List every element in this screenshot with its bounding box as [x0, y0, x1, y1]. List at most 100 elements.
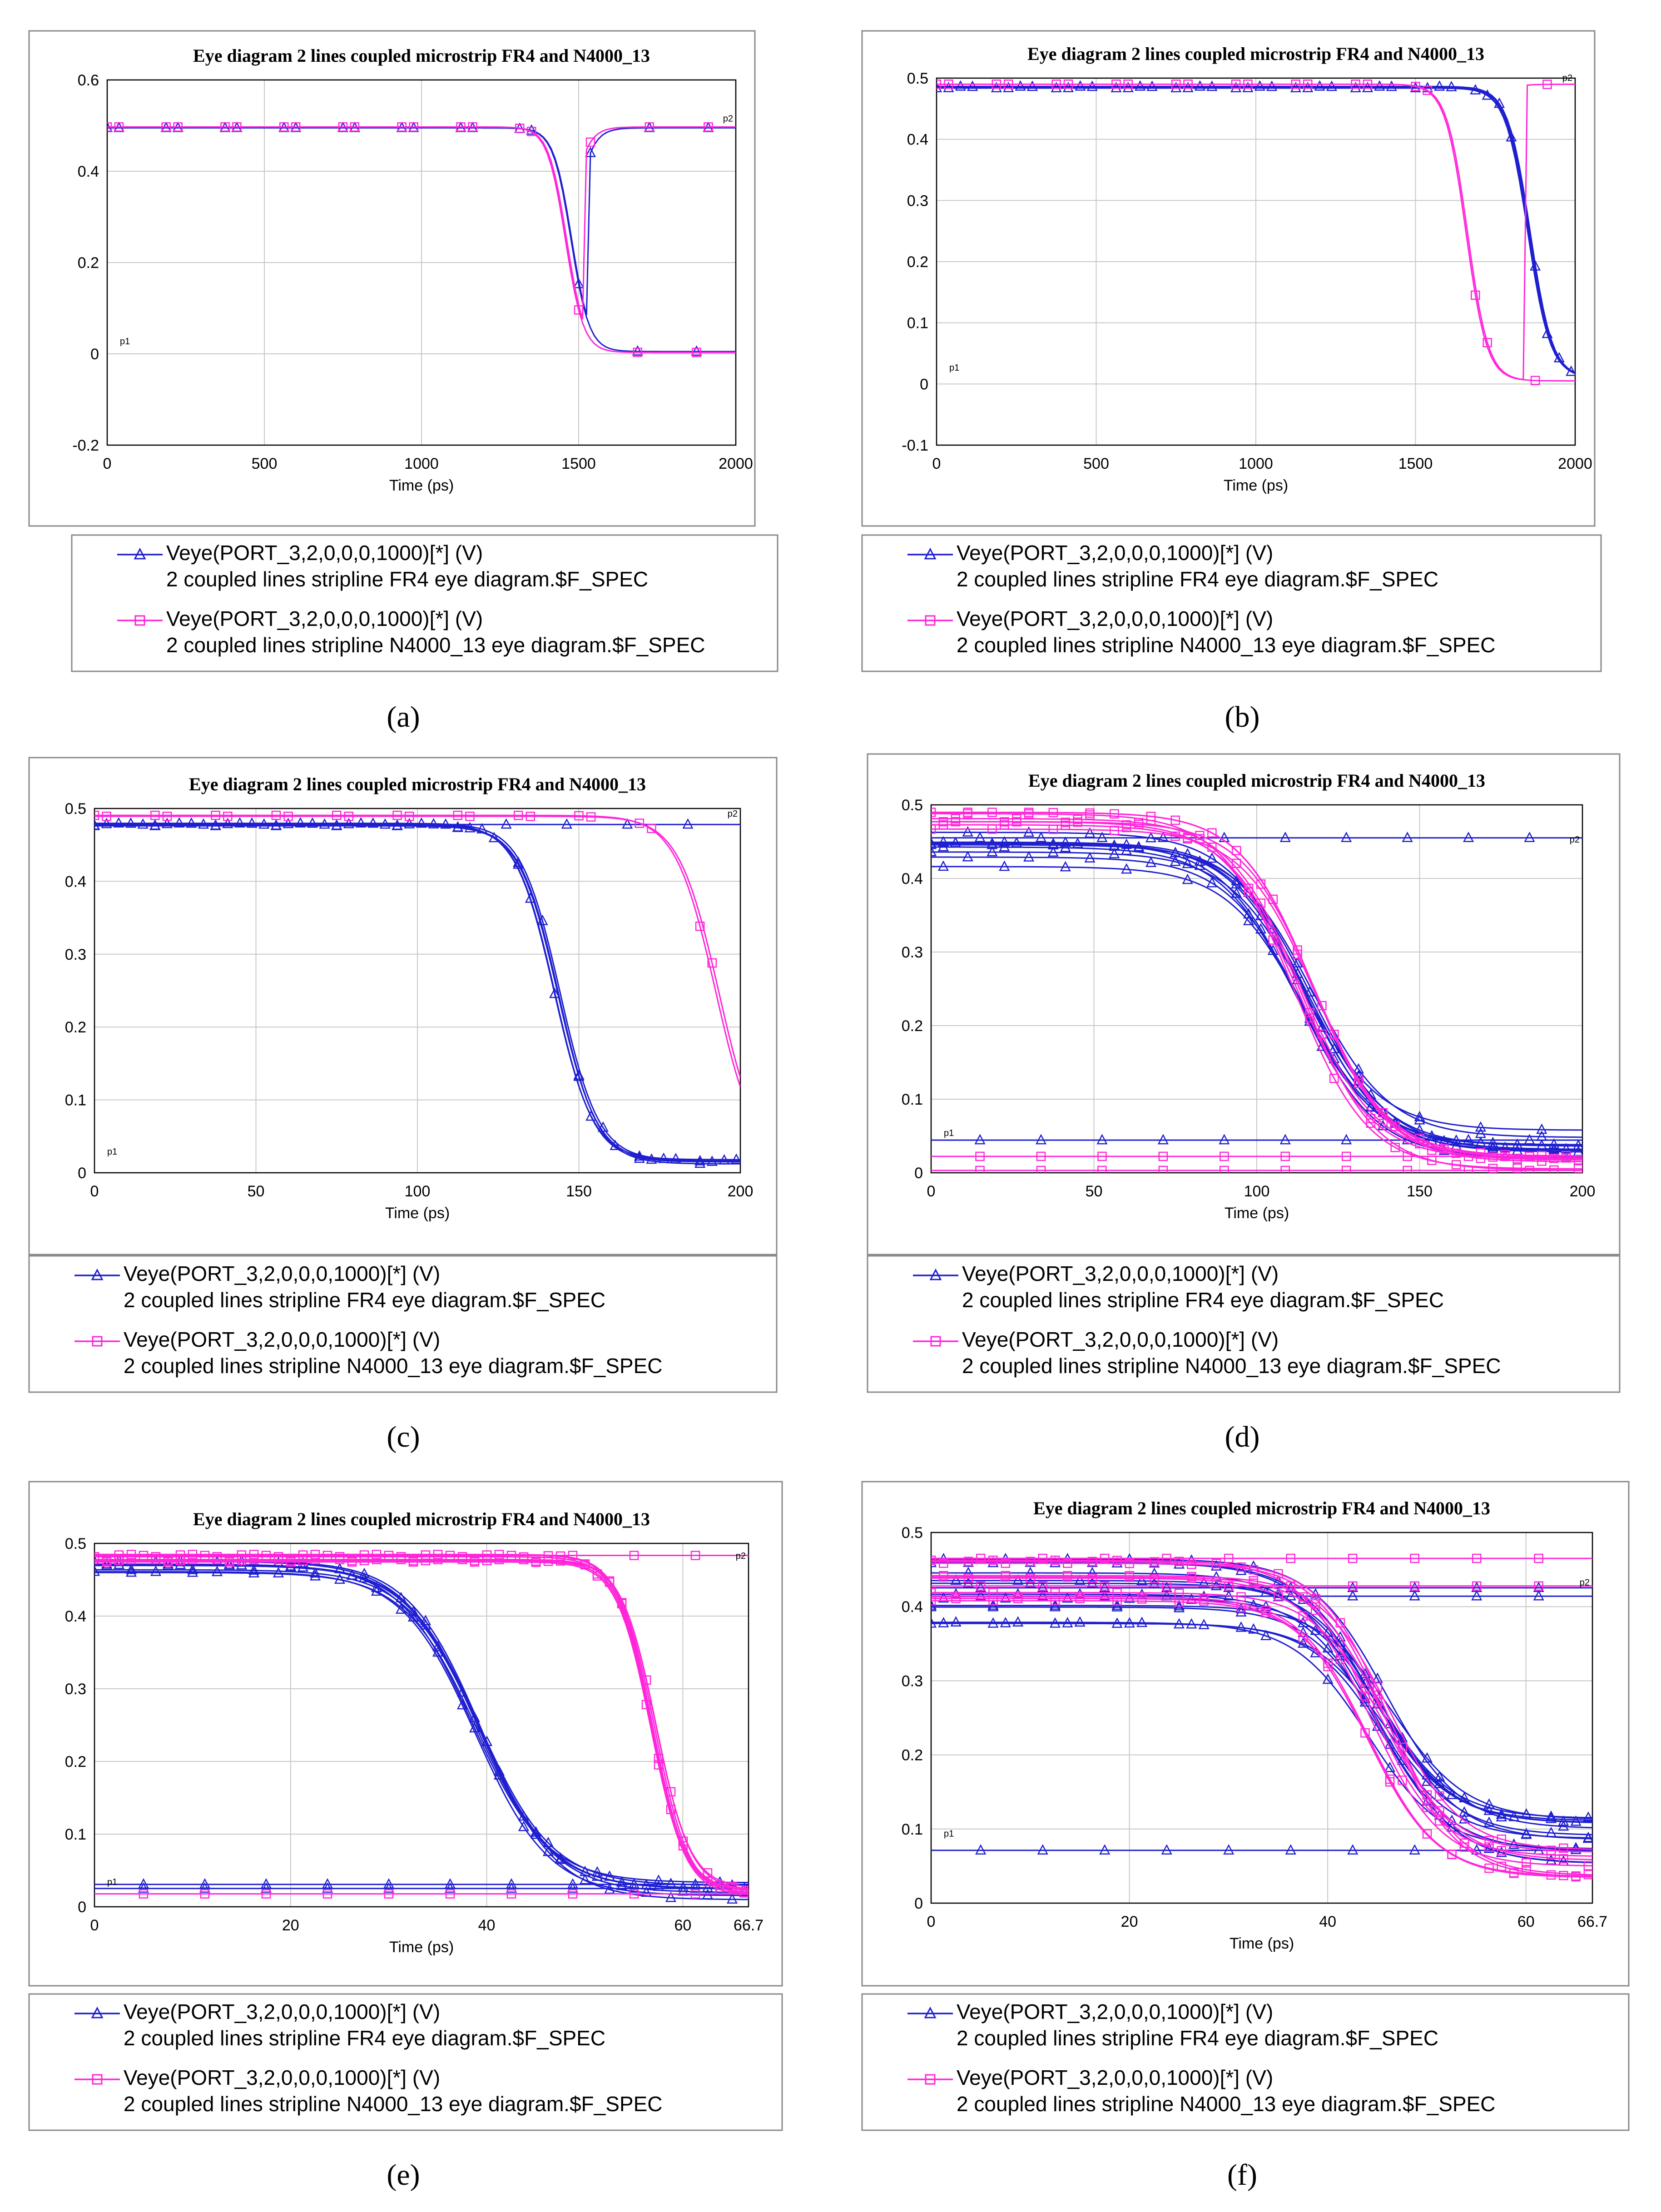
y-tick-label: 0.5 — [65, 800, 86, 818]
square-marker — [1583, 1861, 1592, 1870]
x-tick-label: 50 — [1086, 1183, 1103, 1200]
triangle-marker — [1316, 1021, 1328, 1032]
panel-a: Eye diagram 2 lines coupled microstrip F… — [28, 30, 778, 734]
triangle-marker — [1243, 908, 1254, 919]
square-marker — [1410, 1553, 1419, 1563]
square-marker — [629, 1889, 639, 1899]
square-marker — [1087, 1573, 1097, 1583]
square-marker — [1150, 1574, 1159, 1583]
triangle-marker — [937, 860, 949, 871]
square-marker — [1583, 1870, 1592, 1880]
square-marker — [1390, 1121, 1400, 1131]
triangle-marker — [579, 1874, 591, 1885]
square-marker — [1512, 1163, 1522, 1173]
triangle-marker — [367, 817, 379, 828]
triangle-marker — [1266, 80, 1278, 91]
triangle-marker — [273, 1567, 284, 1577]
legend-square-icon — [930, 1336, 941, 1347]
eye-trace — [931, 851, 1582, 1131]
triangle-marker — [1121, 844, 1132, 855]
square-marker — [1303, 79, 1313, 89]
triangle-marker — [1136, 1617, 1148, 1627]
y-tick-label: 0.4 — [902, 1598, 923, 1616]
square-marker — [465, 811, 475, 821]
square-marker — [1463, 1166, 1473, 1173]
triangle-marker — [1037, 1844, 1048, 1855]
plot-area — [936, 77, 1576, 446]
square-marker — [988, 1596, 998, 1606]
triangle-marker — [371, 1582, 382, 1592]
triangle-marker — [962, 851, 973, 862]
square-marker — [445, 1889, 455, 1899]
x-tick-label: 50 — [248, 1183, 265, 1200]
square-marker — [421, 1556, 431, 1566]
triangle-marker — [962, 826, 973, 837]
square-marker — [1085, 808, 1095, 818]
triangle-marker — [1099, 1590, 1111, 1601]
triangle-marker — [1463, 831, 1474, 842]
triangle-marker — [1446, 80, 1457, 91]
square-marker — [223, 811, 233, 821]
triangle-marker — [137, 818, 149, 829]
triangle-marker — [1145, 856, 1157, 867]
square-marker — [1112, 1596, 1122, 1606]
legend-series-desc: 2 coupled lines stripline FR4 eye diagra… — [957, 2026, 1438, 2050]
square-marker — [1183, 79, 1193, 89]
marker-p2: p2 — [736, 1551, 746, 1561]
triangle-marker — [407, 1606, 419, 1617]
y-tick-label: 0.2 — [78, 254, 99, 272]
y-tick-label: 0.2 — [907, 253, 928, 271]
triangle-marker — [1084, 827, 1096, 838]
chart-title: Eye diagram 2 lines coupled microstrip F… — [1027, 44, 1484, 64]
square-marker — [1036, 1166, 1046, 1173]
triangle-marker — [469, 1722, 481, 1733]
square-marker — [1286, 1581, 1295, 1591]
subfigure-label: (c) — [387, 1420, 420, 1453]
triangle-marker — [1086, 80, 1098, 91]
square-marker — [1403, 1166, 1412, 1173]
square-marker — [568, 1551, 578, 1560]
y-tick-label: 0.5 — [65, 1535, 86, 1552]
y-tick-label: 0.1 — [902, 1821, 923, 1838]
triangle-marker — [1243, 915, 1254, 926]
triangle-marker — [1194, 855, 1205, 866]
square-marker — [645, 122, 654, 132]
square-marker — [322, 1889, 332, 1899]
triangle-marker — [1533, 1582, 1544, 1592]
triangle-marker — [501, 818, 512, 829]
triangle-marker — [1062, 1592, 1073, 1603]
triangle-marker — [670, 1153, 681, 1164]
plot-traces — [931, 1552, 1592, 1882]
series-n4000 — [931, 1553, 1592, 1882]
triangle-marker — [1219, 831, 1230, 842]
legend-series-desc: 2 coupled lines stripline FR4 eye diagra… — [166, 567, 648, 591]
square-marker — [359, 1556, 369, 1566]
y-tick-label: 0.2 — [902, 1017, 923, 1035]
triangle-marker — [1023, 826, 1035, 837]
square-marker — [1341, 1166, 1351, 1173]
triangle-marker — [1508, 1838, 1520, 1849]
square-marker — [1001, 1558, 1011, 1568]
triangle-marker — [1026, 80, 1038, 91]
triangle-marker — [1049, 1617, 1061, 1628]
square-marker — [739, 1888, 749, 1897]
square-marker — [1211, 1559, 1221, 1568]
triangle-marker — [1446, 1789, 1458, 1799]
triangle-marker — [1157, 831, 1169, 842]
square-marker — [409, 122, 418, 132]
square-marker — [1256, 898, 1266, 908]
square-marker — [1183, 834, 1192, 844]
y-tick-label: 0 — [78, 1165, 86, 1182]
square-marker — [1137, 1594, 1147, 1604]
square-marker — [1280, 1151, 1290, 1161]
triangle-marker — [506, 1878, 517, 1889]
triangle-marker — [1334, 1631, 1346, 1642]
square-marker — [629, 1551, 639, 1560]
y-tick-label: 0.3 — [65, 946, 86, 963]
chart-frame — [28, 30, 756, 527]
series-n4000 — [937, 79, 1575, 386]
square-marker — [690, 1551, 700, 1560]
triangle-marker — [432, 1641, 444, 1652]
square-marker — [1061, 820, 1071, 830]
triangle-marker — [691, 345, 702, 356]
